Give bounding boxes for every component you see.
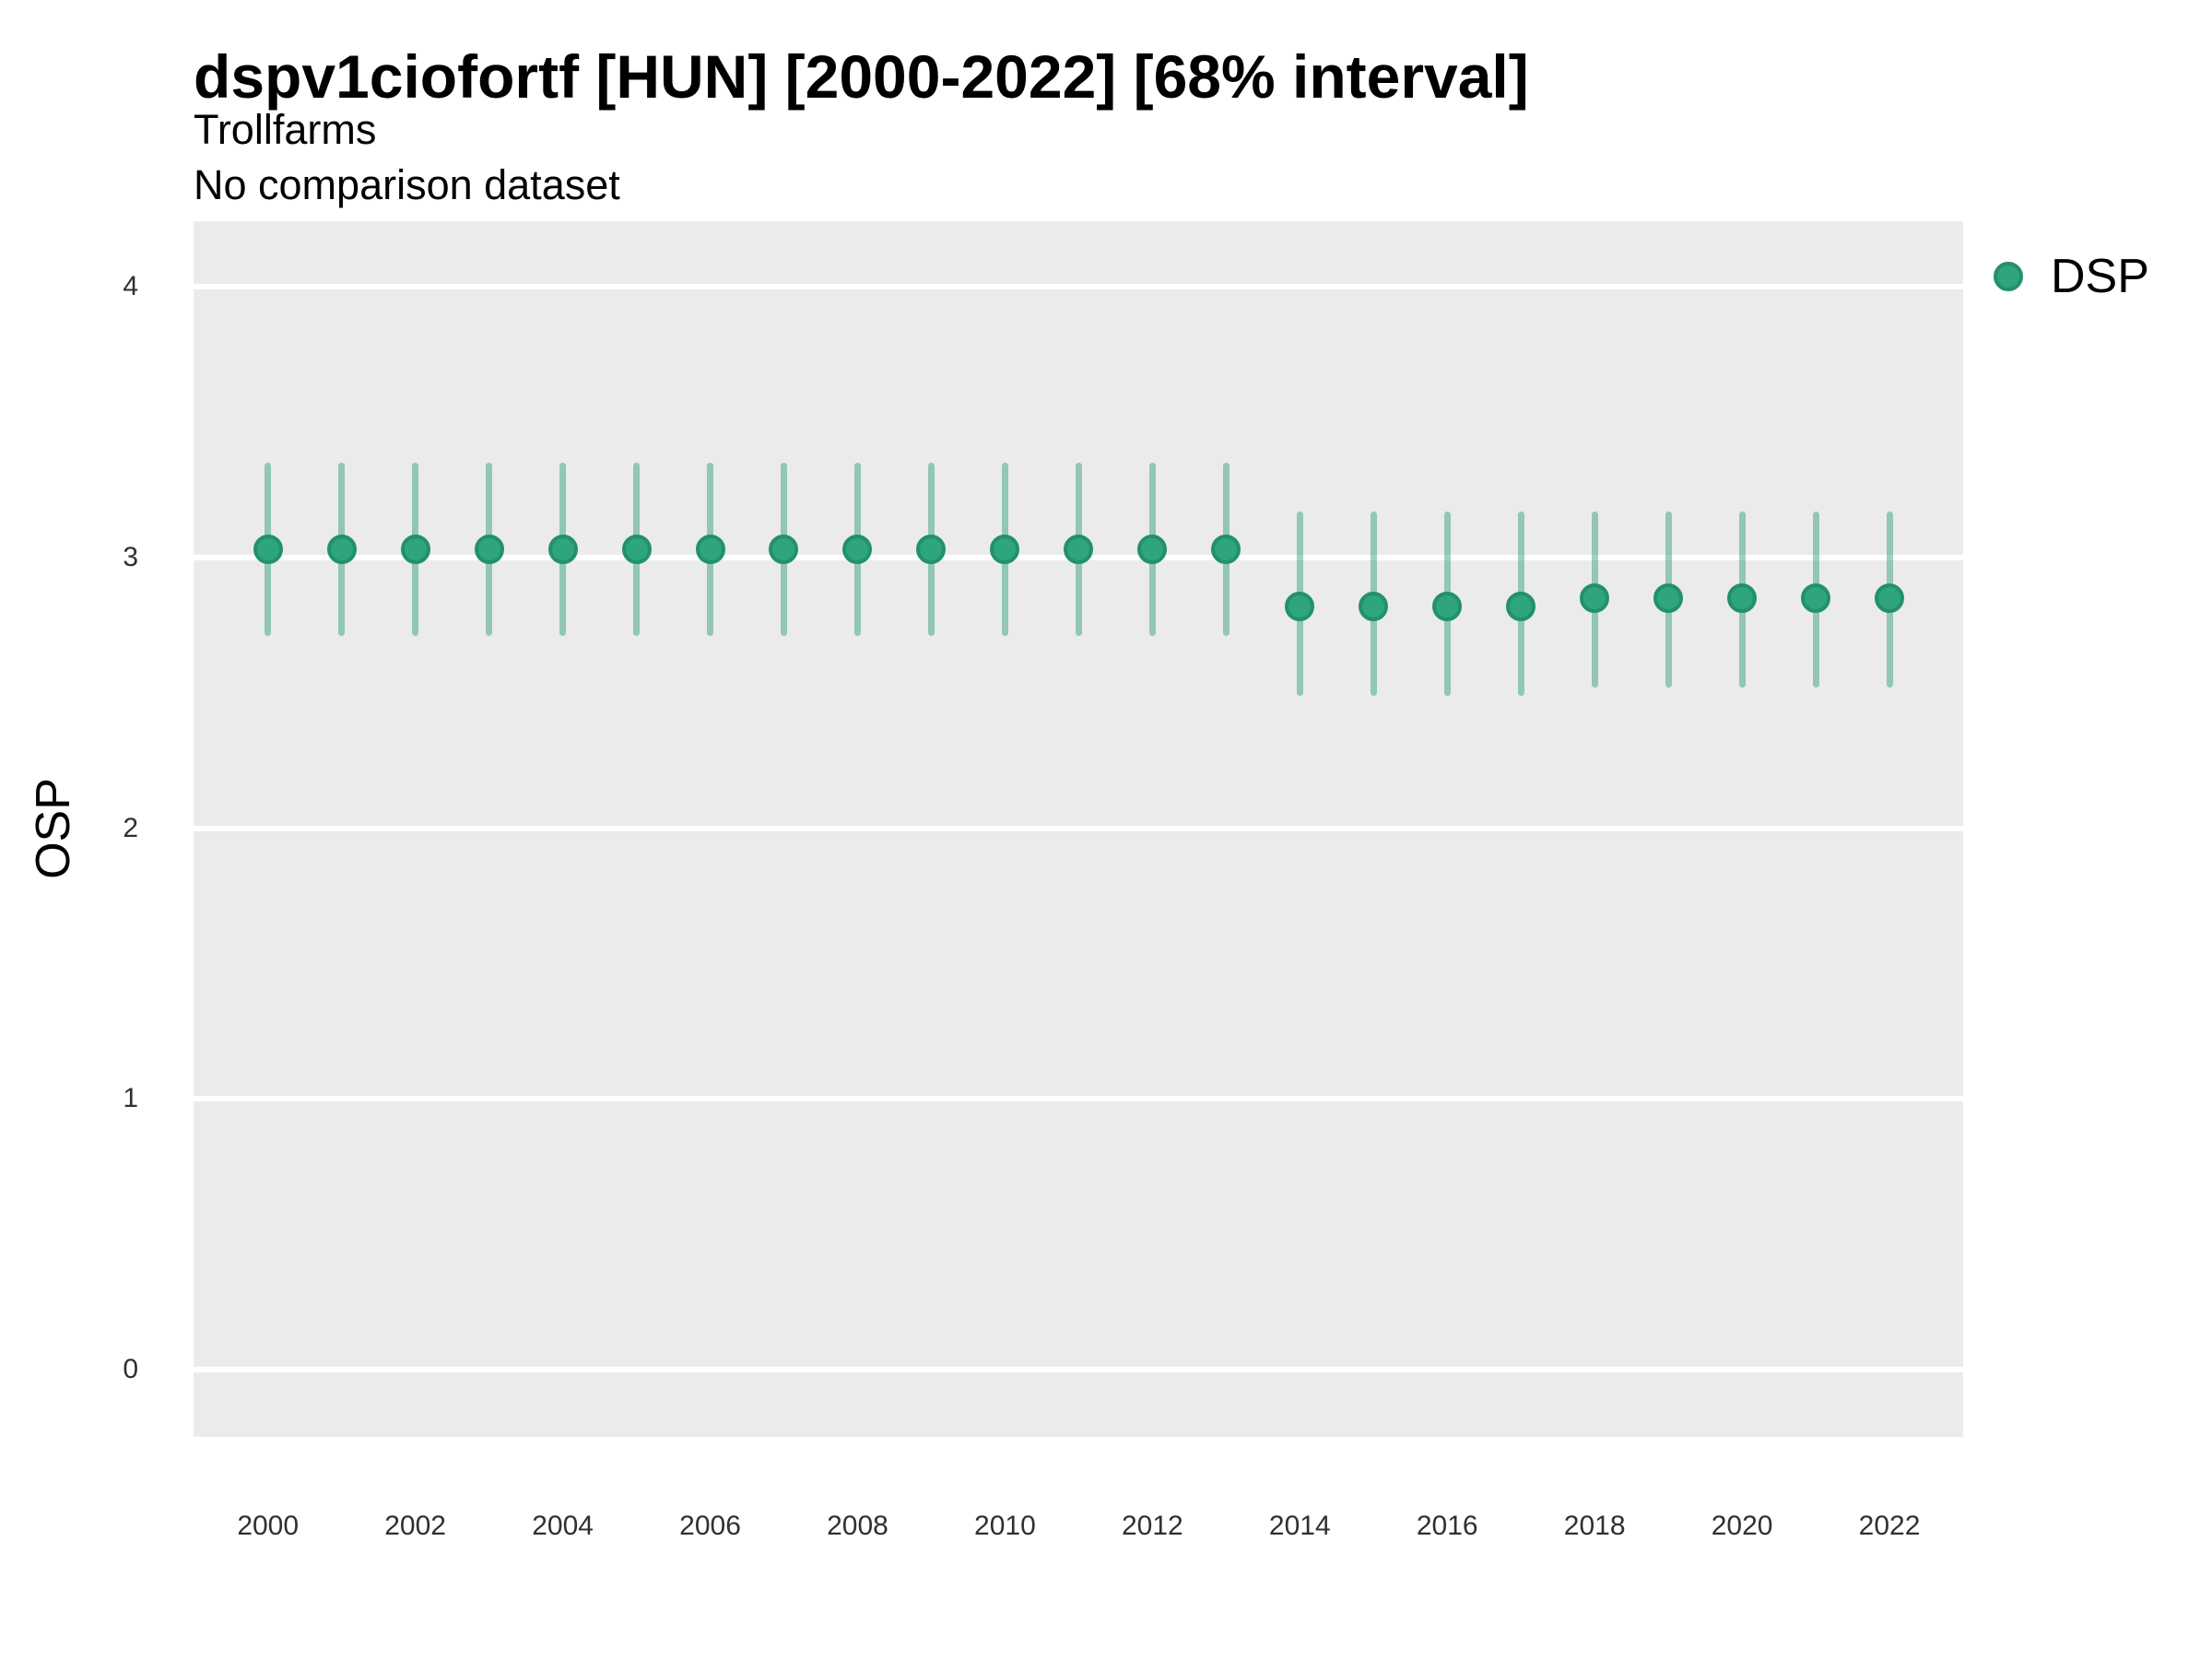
data-point-2004 (547, 534, 578, 564)
data-point-2020 (1727, 582, 1758, 613)
data-point-2014 (1285, 591, 1315, 621)
x-tick-label-2008: 2008 (827, 1511, 888, 1541)
comparison-note: No comparison dataset (194, 161, 620, 208)
data-point-2021 (1801, 582, 1831, 613)
x-tick-label-2012: 2012 (1121, 1511, 1183, 1541)
x-tick-label-2016: 2016 (1416, 1511, 1478, 1541)
data-point-2017 (1506, 591, 1536, 621)
data-point-2005 (621, 534, 652, 564)
x-tick-label-2010: 2010 (974, 1511, 1036, 1541)
x-tick-label-2006: 2006 (679, 1511, 741, 1541)
chart-title: dspv1ciofortf [HUN] [2000-2022] [68% int… (194, 42, 1529, 111)
plot-panel (194, 221, 1963, 1437)
data-point-2009 (916, 534, 947, 564)
data-point-2002 (400, 534, 430, 564)
gridline-y-4 (194, 284, 1963, 289)
y-tick-label-4: 4 (123, 271, 138, 301)
data-point-2008 (842, 534, 873, 564)
y-tick-label-1: 1 (123, 1083, 138, 1114)
y-tick-label-2: 2 (123, 812, 138, 843)
x-tick-label-2022: 2022 (1858, 1511, 1921, 1541)
data-point-2011 (1064, 534, 1094, 564)
data-point-2001 (326, 534, 357, 564)
gridline-y-2 (194, 825, 1963, 831)
data-point-2007 (769, 534, 799, 564)
data-point-2000 (253, 534, 283, 564)
data-point-2015 (1359, 591, 1389, 621)
chart-subtitle: Trollfarms (194, 106, 377, 153)
x-tick-label-2014: 2014 (1268, 1511, 1331, 1541)
data-point-2012 (1137, 534, 1168, 564)
data-point-2006 (695, 534, 725, 564)
x-tick-label-2004: 2004 (532, 1511, 594, 1541)
x-tick-label-2002: 2002 (384, 1511, 446, 1541)
data-point-2022 (1875, 582, 1905, 613)
y-tick-label-3: 3 (123, 541, 138, 572)
data-point-2018 (1580, 582, 1610, 613)
x-tick-label-2000: 2000 (237, 1511, 300, 1541)
data-point-2010 (990, 534, 1020, 564)
legend-label: DSP (2051, 250, 2149, 303)
data-point-2019 (1653, 582, 1684, 613)
gridline-y-1 (194, 1096, 1963, 1102)
legend-point-icon (1994, 262, 2023, 291)
data-point-2016 (1432, 591, 1463, 621)
data-point-2003 (474, 534, 504, 564)
gridline-y-0 (194, 1367, 1963, 1372)
data-point-2013 (1211, 534, 1241, 564)
x-tick-label-2020: 2020 (1711, 1511, 1773, 1541)
x-tick-label-2018: 2018 (1563, 1511, 1626, 1541)
y-tick-label-0: 0 (123, 1354, 138, 1384)
